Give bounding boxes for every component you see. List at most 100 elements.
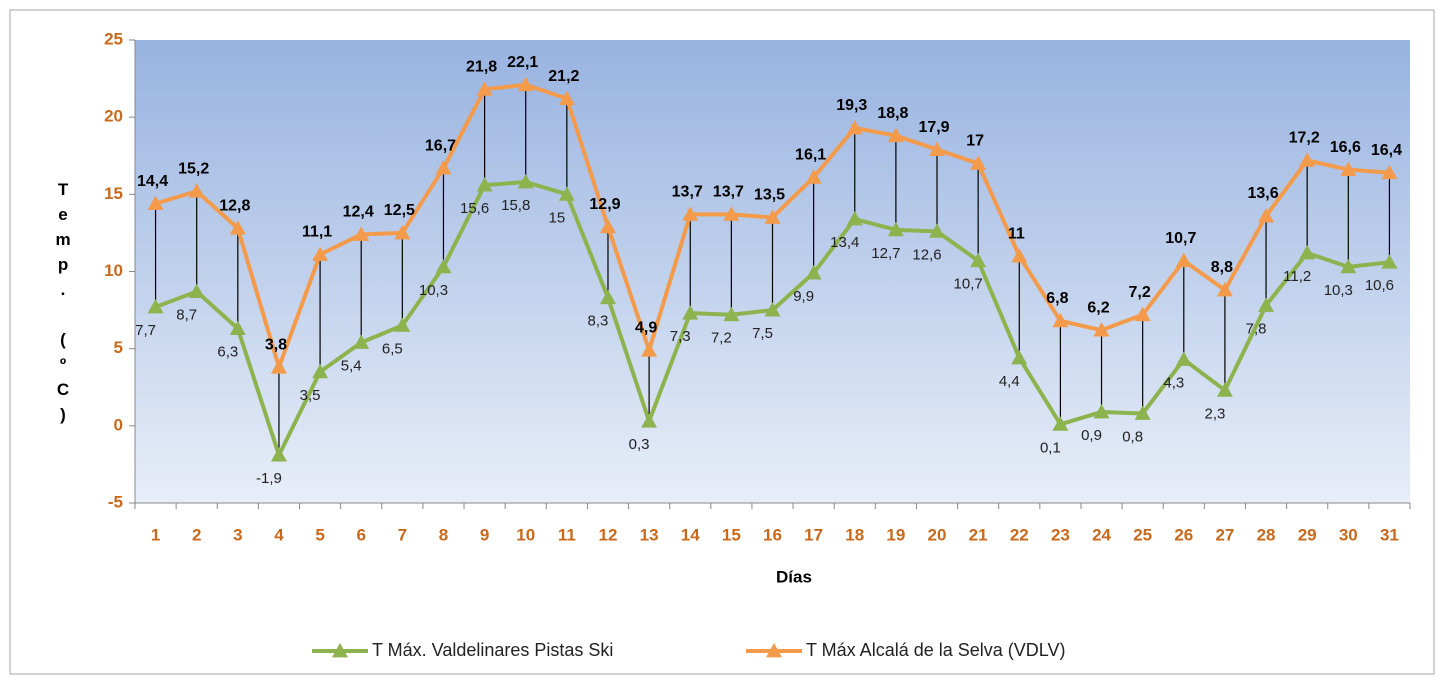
data-label: 4,3 [1163,374,1184,391]
x-tick-label: 28 [1257,525,1276,544]
data-label: 7,3 [670,328,691,345]
data-label: 12,9 [589,196,620,213]
data-label: 21,8 [466,59,497,76]
data-label: 15,8 [501,197,530,214]
marker [1134,306,1151,322]
data-label: 13,4 [830,234,859,251]
marker [682,305,699,320]
marker [517,173,534,189]
data-label: 12,8 [219,198,250,215]
data-label: 15,6 [460,200,489,217]
marker [1299,244,1316,260]
marker [1340,258,1357,274]
data-label: 17,9 [918,119,949,136]
marker [558,186,575,201]
data-label: 16,4 [1371,142,1402,159]
marker [1011,248,1028,263]
marker [599,218,616,234]
x-tick-label: 25 [1133,525,1152,544]
marker [188,183,205,198]
marker [846,211,863,226]
x-tick-label: 23 [1051,525,1070,544]
data-label: 7,2 [711,330,732,347]
marker [1258,207,1275,223]
marker [723,306,740,322]
legend-label: T Máx. Valdelinares Pistas Ski [372,640,613,660]
y-axis-label: Temp. (ºC) [54,180,73,430]
x-tick-label: 9 [480,525,489,544]
marker [723,206,740,221]
data-label: 13,7 [713,184,744,201]
data-label: 16,7 [425,137,456,154]
marker [970,155,987,170]
y-tick-label: 10 [104,261,123,280]
marker [476,81,493,96]
marker [270,359,287,374]
marker [1299,152,1316,167]
data-label: 18,8 [877,105,908,122]
marker [929,223,946,238]
x-tick-label: 5 [315,525,324,544]
x-tick-label: 27 [1215,525,1234,544]
marker [1175,351,1192,366]
data-label: 8,3 [588,313,609,330]
x-tick-label: 22 [1010,525,1029,544]
legend-marker [766,643,782,658]
legend-label: T Máx Alcalá de la Selva (VDLV) [806,640,1065,660]
marker [353,226,370,241]
data-label: 11 [1008,225,1025,242]
marker [1340,161,1357,177]
data-label: 6,8 [1046,290,1068,307]
y-tick-label: 0 [114,415,123,434]
marker [476,177,493,192]
marker [229,320,246,336]
marker [394,317,411,332]
marker [1052,416,1069,431]
marker [887,127,904,143]
marker [1093,403,1110,419]
x-tick-label: 4 [274,525,284,544]
x-tick-label: 21 [969,525,988,544]
data-label: 14,4 [137,173,168,190]
marker [1381,254,1398,269]
marker [641,342,658,357]
marker [312,246,329,261]
data-label: 21,2 [548,68,579,85]
data-label: 7,8 [1246,320,1267,337]
marker [805,169,822,184]
marker [353,334,370,349]
x-tick-label: 12 [599,525,618,544]
x-tick-label: 31 [1380,525,1399,544]
data-label: 10,6 [1365,277,1394,294]
data-label: 19,3 [836,97,867,114]
data-label: 7,5 [752,325,773,342]
y-tick-label: 15 [104,184,123,203]
data-label: 10,3 [419,282,448,299]
data-label: 0,3 [629,436,650,453]
marker [887,221,904,237]
x-tick-label: 17 [804,525,823,544]
marker [929,141,946,156]
marker [147,298,164,314]
data-label: 6,2 [1087,299,1109,316]
legend-marker [332,643,348,658]
data-label: 7,2 [1129,284,1151,301]
x-tick-label: 8 [439,525,448,544]
marker [682,206,699,221]
marker [805,265,822,280]
data-label: 17 [966,133,984,150]
data-label: 4,9 [635,319,657,336]
marker [435,160,452,175]
data-label: 2,3 [1204,405,1225,422]
marker [641,413,658,428]
data-label: 3,5 [300,387,321,404]
data-label: 0,9 [1081,427,1102,444]
data-label: 13,7 [672,184,703,201]
y-tick-label: -5 [108,492,123,511]
marker [1258,297,1275,312]
data-label: 6,5 [382,340,403,357]
marker [270,447,287,462]
data-label: 10,7 [954,276,983,293]
data-label: 3,8 [265,336,287,353]
